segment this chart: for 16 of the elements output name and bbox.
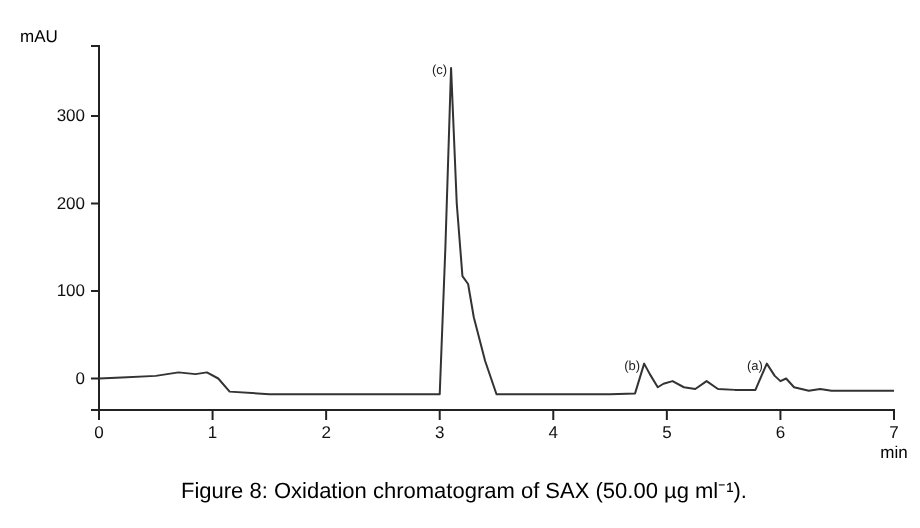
x-tick-label: 7	[889, 422, 900, 443]
x-tick-label: 6	[775, 422, 786, 443]
y-tick-label: 200	[56, 192, 86, 213]
x-tick-label: 2	[321, 422, 332, 443]
x-axis-title: min	[880, 442, 909, 462]
line-series	[98, 66, 895, 396]
x-tick-label: 3	[434, 422, 445, 443]
y-tick-label: 0	[75, 367, 86, 388]
y-tick-label: 100	[56, 280, 86, 301]
text: Figure 8: Oxidation chromatogram of SAX (50.00 µg ml⁻¹).	[180, 480, 748, 504]
x-tick-label: 5	[662, 422, 673, 443]
x-tick-label: 1	[207, 422, 218, 443]
x-tick-label: 0	[94, 422, 105, 443]
y-tick-label: 300	[56, 105, 86, 126]
x-tick-label: 4	[548, 422, 559, 443]
y-axis-title: mAU	[20, 26, 58, 46]
